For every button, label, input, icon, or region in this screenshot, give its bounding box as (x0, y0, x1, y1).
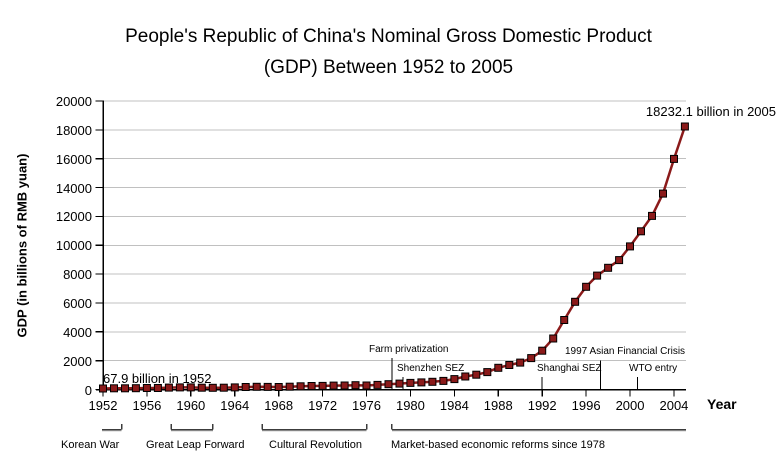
data-point-marker (296, 382, 305, 391)
data-point-marker (362, 381, 371, 390)
data-point-marker (648, 211, 656, 220)
data-point-marker (483, 368, 492, 377)
data-point-marker (131, 384, 140, 393)
data-point-marker (186, 383, 195, 392)
data-point-marker (428, 377, 437, 386)
x-tick-label-1996: 1996 (571, 398, 601, 413)
x-tick-label-1952: 1952 (88, 398, 118, 413)
data-point-marker (329, 381, 338, 390)
data-point-marker (494, 363, 503, 372)
x-tick-label-1992: 1992 (527, 398, 557, 413)
data-point-marker (560, 316, 569, 324)
data-point-marker (593, 271, 602, 280)
annotation-shenzhen-sez: Shenzhen SEZ (397, 363, 465, 374)
x-tick-label-1976: 1976 (352, 398, 381, 413)
data-point-marker (527, 354, 536, 363)
annotation-2005-value: 18232.1 billion in 2005 (645, 104, 776, 119)
data-point-marker (351, 381, 360, 390)
y-tick-label-18000: 18000 (55, 122, 92, 138)
x-axis-title: Year (707, 396, 737, 412)
data-point-marker (197, 383, 206, 392)
data-point-marker (680, 122, 689, 131)
x-tick-label-2000: 2000 (615, 398, 645, 413)
data-point-marker (307, 382, 316, 390)
data-point-marker (571, 297, 580, 306)
data-point-marker (450, 375, 459, 384)
data-point-marker (406, 378, 415, 387)
data-point-marker (110, 384, 118, 393)
data-point-marker (252, 382, 261, 391)
x-tick-label-1960: 1960 (176, 398, 206, 413)
chart-title-line2: (GDP) Between 1952 to 2005 (263, 57, 514, 78)
x-tick-label-1972: 1972 (308, 398, 338, 413)
era-label-korean-war: Korean War (61, 439, 120, 451)
x-tick-label-1984: 1984 (439, 398, 469, 413)
y-tick-label-14000: 14000 (55, 180, 92, 196)
y-tick-label-10000: 10000 (55, 238, 92, 254)
annotation-wto-entry: WTO entry (629, 363, 678, 374)
x-tick-label-1980: 1980 (395, 398, 425, 413)
data-point-marker (318, 381, 327, 390)
data-point-marker (538, 346, 547, 355)
chart-title-line1: People's Republic of China's Nominal Gro… (125, 26, 652, 47)
data-point-marker (384, 380, 393, 389)
x-tick-label-1964: 1964 (220, 398, 250, 413)
annotation-1997-asian-financial-crisis: 1997 Asian Financial Crisis (565, 346, 686, 357)
data-point-marker (274, 383, 283, 391)
era-label-cultural-revolution: Cultural Revolution (269, 439, 362, 451)
data-point-marker (395, 379, 404, 388)
data-point-marker (659, 189, 667, 198)
data-point-marker (604, 263, 613, 272)
data-point-marker (439, 376, 448, 385)
data-point-marker (285, 382, 294, 391)
data-point-marker (549, 334, 558, 343)
chart-title: People's Republic of China's Nominal Gro… (0, 21, 777, 83)
data-point-marker (516, 358, 525, 367)
x-tick-label-1956: 1956 (132, 398, 162, 413)
data-point-marker (164, 383, 173, 392)
data-point-marker (219, 383, 228, 392)
data-point-marker (142, 384, 151, 392)
data-point-marker (461, 372, 470, 381)
data-point-marker (263, 382, 272, 391)
annotation-shanghai-sez: Shanghai SEZ (537, 363, 602, 374)
data-point-marker (626, 242, 634, 251)
era-label-great-leap-forward: Great Leap Forward (146, 439, 245, 451)
x-tick-label-1988: 1988 (483, 398, 513, 413)
annotation-farm-privatization: Farm privatization (369, 344, 449, 355)
data-point-marker (121, 384, 129, 393)
data-point-marker (230, 383, 239, 392)
y-tick-label-20000: 20000 (55, 94, 92, 109)
data-point-marker (670, 154, 678, 163)
x-tick-label-1968: 1968 (264, 398, 294, 413)
data-point-marker (153, 384, 162, 392)
data-point-marker (472, 370, 481, 379)
era-label-market-reforms: Market-based economic reforms since 1978 (391, 439, 605, 451)
data-point-marker (582, 282, 591, 291)
data-point-marker (615, 256, 624, 265)
data-point-marker (417, 378, 426, 387)
data-point-marker (175, 383, 184, 392)
y-tick-label-6000: 6000 (63, 295, 92, 311)
y-tick-label-0: 0 (84, 382, 92, 398)
data-point-marker (340, 381, 349, 390)
data-point-marker (241, 383, 250, 391)
y-tick-label-2000: 2000 (63, 353, 92, 369)
data-point-marker (637, 227, 645, 236)
data-point-marker (208, 383, 217, 392)
data-point-marker (99, 384, 107, 393)
x-tick-label-2004: 2004 (659, 398, 689, 413)
y-tick-label-12000: 12000 (55, 209, 92, 225)
annotation-1952-value: 67.9 billion in 1952 (103, 371, 212, 386)
data-point-marker (505, 361, 514, 369)
data-point-marker (373, 380, 382, 389)
y-tick-label-16000: 16000 (55, 151, 92, 167)
y-tick-label-8000: 8000 (63, 267, 92, 283)
y-tick-label-4000: 4000 (63, 324, 92, 340)
